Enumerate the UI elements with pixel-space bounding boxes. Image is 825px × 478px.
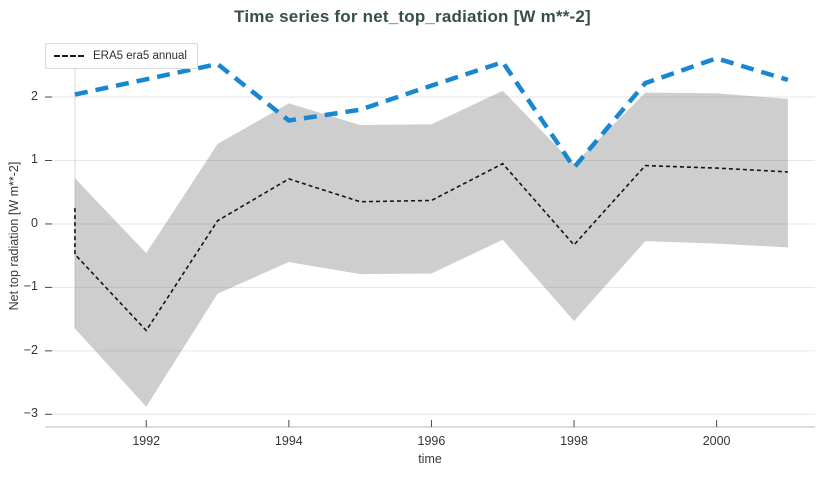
uncertainty-band — [74, 90, 788, 407]
x-tick-label: 1994 — [274, 434, 303, 448]
legend-label: ERA5 era5 annual — [93, 50, 187, 62]
chart-title: Time series for net_top_radiation [W m**… — [234, 7, 591, 26]
y-tick-label: −3 — [23, 406, 38, 421]
x-tick-label: 1998 — [560, 434, 588, 448]
x-tick-label: 1996 — [417, 434, 446, 448]
y-tick-label: 0 — [31, 215, 38, 230]
legend-item-era5-annual[interactable]: ERA5 era5 annual — [45, 43, 198, 69]
era5-annual-line — [74, 162, 788, 332]
x-tick-label: 1992 — [132, 434, 161, 448]
blue-dashed-line — [74, 55, 789, 172]
y-tick-label: −1 — [23, 279, 38, 294]
legend-dashed-line-sample — [54, 55, 84, 57]
x-tick-label: 2000 — [702, 434, 731, 448]
x-axis-title: time — [418, 452, 442, 466]
y-tick-label: 2 — [31, 89, 38, 104]
y-tick-label: −2 — [23, 342, 38, 357]
y-tick-label: 1 — [31, 152, 38, 167]
